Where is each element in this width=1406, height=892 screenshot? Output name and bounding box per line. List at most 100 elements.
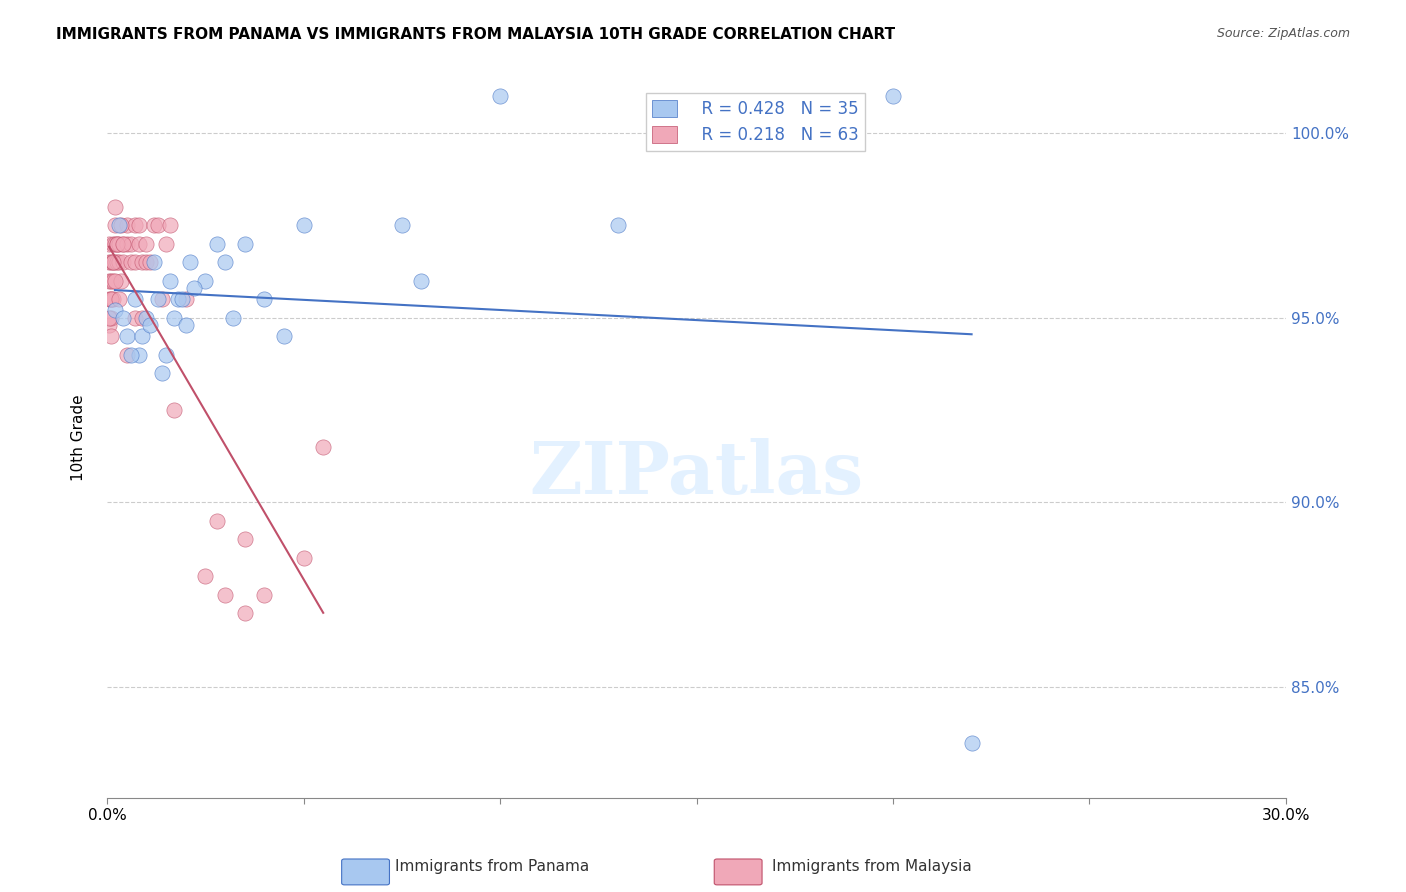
Point [489, 89, 512, 103]
Point [100, 255, 122, 269]
Point [101, 274, 124, 288]
Y-axis label: 10th Grade: 10th Grade [72, 394, 86, 481]
Point [205, 514, 228, 528]
Point [104, 274, 127, 288]
Point [411, 274, 433, 288]
Text: IMMIGRANTS FROM PANAMA VS IMMIGRANTS FROM MALAYSIA 10TH GRADE CORRELATION CHART: IMMIGRANTS FROM PANAMA VS IMMIGRANTS FRO… [56, 27, 896, 42]
Point [104, 200, 127, 214]
Point [174, 292, 197, 306]
Point [115, 219, 138, 233]
Point [233, 236, 256, 251]
Point [150, 366, 173, 380]
Point [150, 292, 173, 306]
Point [110, 219, 132, 233]
Point [105, 255, 128, 269]
Point [159, 274, 181, 288]
Point [146, 292, 169, 306]
Point [139, 318, 162, 332]
Point [101, 292, 124, 306]
Point [143, 255, 166, 269]
Point [253, 588, 276, 602]
Point [163, 403, 186, 417]
Point [101, 255, 124, 269]
Point [98, 236, 121, 251]
Point [882, 89, 904, 103]
Point [166, 292, 188, 306]
Point [98, 318, 121, 332]
Point [98, 255, 121, 269]
Point [128, 219, 150, 233]
Point [131, 310, 153, 325]
Point [170, 292, 193, 306]
Text: ZIPatlas: ZIPatlas [530, 438, 863, 509]
Point [104, 219, 127, 233]
Point [104, 255, 127, 269]
Point [155, 348, 177, 362]
Point [111, 255, 134, 269]
Point [100, 329, 122, 343]
Point [115, 348, 138, 362]
Text: Immigrants from Malaysia: Immigrants from Malaysia [772, 859, 972, 874]
Point [139, 255, 162, 269]
Point [104, 303, 127, 318]
Point [194, 274, 217, 288]
Point [108, 292, 131, 306]
Point [100, 292, 122, 306]
Point [292, 219, 315, 233]
Point [101, 236, 124, 251]
Legend:   R = 0.428   N = 35,   R = 0.218   N = 63: R = 0.428 N = 35, R = 0.218 N = 63 [645, 93, 865, 151]
Point [111, 236, 134, 251]
Point [128, 236, 150, 251]
Point [124, 219, 146, 233]
Point [391, 219, 413, 233]
Point [108, 219, 131, 233]
Point [253, 292, 276, 306]
Point [131, 329, 153, 343]
Point [312, 440, 335, 454]
Point [108, 255, 131, 269]
Point [100, 310, 122, 325]
Point [124, 310, 146, 325]
Point [98, 274, 121, 288]
Point [101, 255, 124, 269]
Point [292, 550, 315, 565]
Point [111, 236, 134, 251]
Point [128, 348, 150, 362]
Text: Source: ZipAtlas.com: Source: ZipAtlas.com [1216, 27, 1350, 40]
Point [104, 236, 127, 251]
Point [100, 274, 122, 288]
Point [131, 255, 153, 269]
Point [115, 329, 138, 343]
Point [194, 569, 217, 583]
Point [135, 255, 157, 269]
Point [222, 310, 245, 325]
Point [183, 281, 205, 295]
Point [159, 219, 181, 233]
Point [205, 236, 228, 251]
Point [606, 219, 628, 233]
Point [214, 588, 236, 602]
Point [98, 310, 121, 325]
Point [105, 236, 128, 251]
Point [214, 255, 236, 269]
Point [115, 236, 138, 251]
Point [100, 292, 122, 306]
Point [960, 736, 983, 750]
Point [273, 329, 295, 343]
Point [233, 607, 256, 621]
Point [110, 274, 132, 288]
Point [174, 318, 197, 332]
Text: Immigrants from Panama: Immigrants from Panama [395, 859, 589, 874]
Point [233, 533, 256, 547]
Point [179, 255, 201, 269]
Point [135, 236, 157, 251]
Point [155, 236, 177, 251]
Point [143, 219, 166, 233]
Point [105, 236, 128, 251]
Point [163, 310, 186, 325]
Point [124, 292, 146, 306]
Point [111, 310, 134, 325]
Point [120, 255, 142, 269]
Point [146, 219, 169, 233]
Point [135, 310, 157, 325]
